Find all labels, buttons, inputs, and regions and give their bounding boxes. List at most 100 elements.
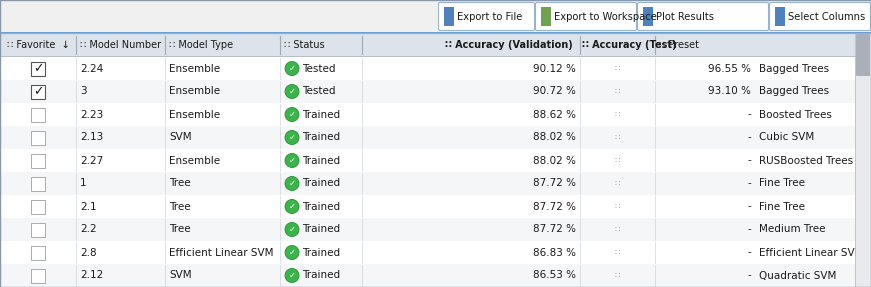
Bar xyxy=(0,32,871,33)
Text: Bagged Trees: Bagged Trees xyxy=(759,86,829,96)
FancyBboxPatch shape xyxy=(536,3,637,30)
Text: Trained: Trained xyxy=(302,156,340,166)
Text: ∷ Favorite  ↓: ∷ Favorite ↓ xyxy=(7,40,70,50)
Text: Tested: Tested xyxy=(302,63,335,73)
Text: -: - xyxy=(747,179,751,189)
Text: 90.72 %: 90.72 % xyxy=(533,86,576,96)
FancyBboxPatch shape xyxy=(438,3,535,30)
Bar xyxy=(0,56,871,57)
FancyBboxPatch shape xyxy=(31,269,45,282)
Text: -: - xyxy=(747,201,751,212)
Bar xyxy=(0,148,855,149)
Text: Boosted Trees: Boosted Trees xyxy=(759,110,832,119)
Text: 88.02 %: 88.02 % xyxy=(533,156,576,166)
Text: ∷: ∷ xyxy=(615,248,620,257)
Text: ✓: ✓ xyxy=(33,85,44,98)
Bar xyxy=(0,264,855,287)
Circle shape xyxy=(285,154,299,168)
Text: 2.12: 2.12 xyxy=(80,271,104,280)
Text: 2.27: 2.27 xyxy=(80,156,104,166)
Text: 87.72 %: 87.72 % xyxy=(533,224,576,234)
Text: ✓: ✓ xyxy=(288,133,295,142)
Circle shape xyxy=(285,269,299,282)
Text: Tested: Tested xyxy=(302,86,335,96)
Text: 90.12 %: 90.12 % xyxy=(533,63,576,73)
Text: Efficient Linear SVM: Efficient Linear SVM xyxy=(759,247,863,257)
Text: Cubic SVM: Cubic SVM xyxy=(759,133,814,143)
Text: Export to Workspace: Export to Workspace xyxy=(554,11,657,22)
Text: 86.53 %: 86.53 % xyxy=(533,271,576,280)
Bar xyxy=(0,195,855,218)
Text: Tree: Tree xyxy=(169,201,191,212)
Text: -: - xyxy=(747,271,751,280)
Text: 93.10 %: 93.10 % xyxy=(708,86,751,96)
Text: ∷: ∷ xyxy=(615,202,620,211)
Bar xyxy=(0,172,855,195)
Text: ∷ Model Type: ∷ Model Type xyxy=(169,40,233,50)
Text: ✓: ✓ xyxy=(288,179,295,188)
FancyBboxPatch shape xyxy=(638,3,768,30)
Text: 2.23: 2.23 xyxy=(80,110,104,119)
Text: ∷ Accuracy (Validation): ∷ Accuracy (Validation) xyxy=(444,40,572,50)
FancyBboxPatch shape xyxy=(31,131,45,144)
Text: 2.2: 2.2 xyxy=(80,224,97,234)
Text: Trained: Trained xyxy=(302,179,340,189)
Text: ∷: ∷ xyxy=(615,179,620,188)
Text: 2.13: 2.13 xyxy=(80,133,104,143)
Text: Fine Tree: Fine Tree xyxy=(759,201,805,212)
Text: 88.02 %: 88.02 % xyxy=(533,133,576,143)
Text: 1: 1 xyxy=(80,179,86,189)
Text: ✓: ✓ xyxy=(288,156,295,165)
Circle shape xyxy=(285,222,299,236)
FancyBboxPatch shape xyxy=(31,84,45,98)
Text: ∷: ∷ xyxy=(615,156,620,165)
Text: 87.72 %: 87.72 % xyxy=(533,179,576,189)
Bar xyxy=(541,7,551,26)
Text: ∷: ∷ xyxy=(615,225,620,234)
Text: ✓: ✓ xyxy=(288,202,295,211)
FancyBboxPatch shape xyxy=(31,245,45,259)
Bar xyxy=(0,149,855,172)
Text: Medium Tree: Medium Tree xyxy=(759,224,826,234)
Text: -: - xyxy=(747,224,751,234)
FancyBboxPatch shape xyxy=(31,154,45,168)
Text: ✓: ✓ xyxy=(33,62,44,75)
Text: Trained: Trained xyxy=(302,224,340,234)
Circle shape xyxy=(285,177,299,191)
Text: Efficient Linear SVM: Efficient Linear SVM xyxy=(169,247,273,257)
Bar xyxy=(855,33,871,287)
Text: Select Columns: Select Columns xyxy=(788,11,865,22)
Text: Bagged Trees: Bagged Trees xyxy=(759,63,829,73)
Text: Ensemble: Ensemble xyxy=(169,63,220,73)
Text: ✓: ✓ xyxy=(288,271,295,280)
Text: SVM: SVM xyxy=(169,133,192,143)
Bar xyxy=(444,7,454,26)
FancyBboxPatch shape xyxy=(31,222,45,236)
Text: 86.83 %: 86.83 % xyxy=(533,247,576,257)
Bar xyxy=(0,102,855,103)
Text: RUSBoosted Trees: RUSBoosted Trees xyxy=(759,156,853,166)
Text: 87.72 %: 87.72 % xyxy=(533,201,576,212)
FancyBboxPatch shape xyxy=(31,177,45,191)
Text: -: - xyxy=(747,133,751,143)
Text: 2.1: 2.1 xyxy=(80,201,97,212)
Bar xyxy=(0,0,871,33)
Text: Trained: Trained xyxy=(302,133,340,143)
Circle shape xyxy=(285,61,299,75)
Bar xyxy=(0,263,855,264)
Text: Trained: Trained xyxy=(302,247,340,257)
Text: ∷ Accuracy (Test): ∷ Accuracy (Test) xyxy=(582,40,676,50)
Bar xyxy=(0,218,855,241)
Bar xyxy=(0,125,855,126)
Text: ✓: ✓ xyxy=(288,248,295,257)
Text: ∷: ∷ xyxy=(615,271,620,280)
Text: -: - xyxy=(747,110,751,119)
Text: -: - xyxy=(747,156,751,166)
Text: ✓: ✓ xyxy=(288,225,295,234)
Text: ∷: ∷ xyxy=(615,64,620,73)
Text: ∷ Preset: ∷ Preset xyxy=(659,40,699,50)
Text: 88.62 %: 88.62 % xyxy=(533,110,576,119)
Bar xyxy=(0,103,855,126)
Text: ∷ Status: ∷ Status xyxy=(284,40,325,50)
Text: Export to File: Export to File xyxy=(457,11,523,22)
